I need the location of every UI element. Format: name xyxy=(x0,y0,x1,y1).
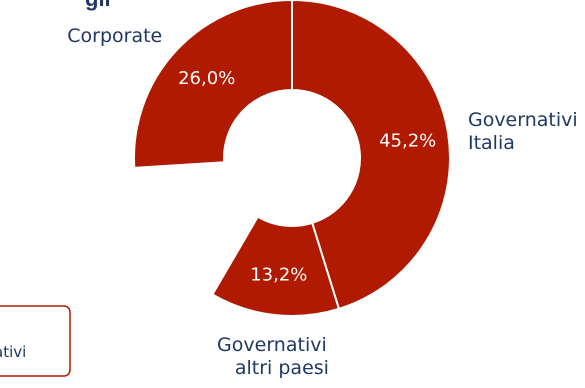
side-note-box-text: ativi xyxy=(0,343,26,361)
donut-slice-0 xyxy=(291,0,451,311)
chart-title-fragment: gli xyxy=(85,0,111,11)
pct-label-2: 26,0% xyxy=(178,68,235,89)
side-note-box-frame xyxy=(0,305,71,377)
category-label-0-line-0: Governativi xyxy=(468,109,578,131)
percentage-labels: 45,2% 13,2% 26,0% xyxy=(178,68,436,285)
category-label-0-line-1: Italia xyxy=(468,132,515,154)
pct-label-0: 45,2% xyxy=(379,130,436,151)
side-note-box: ativi xyxy=(0,305,71,377)
donut-slices xyxy=(133,0,451,317)
category-label-1-line-1: altri paesi xyxy=(235,357,329,379)
donut-slice-1 xyxy=(211,215,341,317)
donut-slice-2 xyxy=(133,0,293,169)
category-label-1-line-0: Governativi xyxy=(217,334,327,356)
category-label-2-line-0: Corporate xyxy=(67,25,162,47)
pct-label-1: 13,2% xyxy=(250,264,307,285)
